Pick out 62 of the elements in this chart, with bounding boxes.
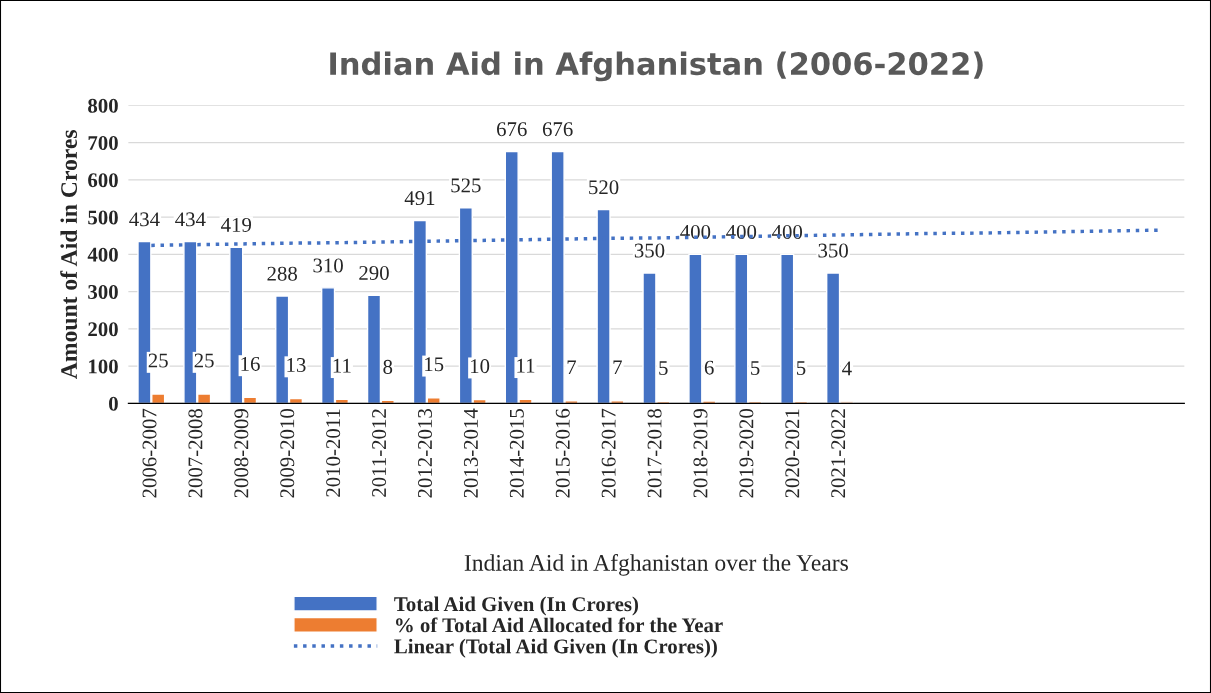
data-label: 676 — [497, 122, 527, 137]
data-label: 5 — [796, 361, 806, 376]
y-tick-label: 0 — [109, 396, 118, 411]
y-axis-title: Amount of Aid in Crores — [60, 130, 78, 379]
data-label: 6 — [704, 360, 714, 375]
data-label: 16 — [241, 356, 260, 371]
y-tick-label: 700 — [88, 135, 118, 151]
data-label: 350 — [634, 243, 665, 258]
data-label: 11 — [333, 358, 351, 373]
data-label: 288 — [267, 266, 297, 281]
y-tick-label: 100 — [89, 359, 118, 374]
x-tick-label: 2010-2011 — [326, 409, 341, 497]
x-tick-label: 2017-2018 — [647, 408, 662, 498]
y-tick-label: 400 — [87, 247, 118, 262]
x-tick-label: 2008-2009 — [234, 409, 249, 498]
x-tick-label: 2011-2012 — [372, 409, 387, 497]
data-label: 350 — [818, 243, 848, 258]
x-tick-label: 2020-2021 — [785, 409, 800, 498]
data-label: 676 — [542, 122, 573, 137]
y-tick-label: 500 — [88, 210, 118, 225]
data-label: 434 — [175, 212, 206, 227]
y-tick-label: 800 — [88, 98, 118, 113]
x-tick-label: 2009-2010 — [280, 408, 295, 498]
x-tick-label: 2018-2019 — [693, 409, 708, 498]
x-tick-label: 2016-2017 — [601, 408, 616, 498]
data-label: 310 — [313, 258, 343, 273]
data-label: 13 — [287, 358, 306, 373]
x-tick-label: 2007-2008 — [188, 408, 203, 498]
legend-label: Total Aid Given (In Crores) — [394, 596, 639, 616]
y-tick-label: 600 — [88, 173, 118, 188]
data-label: 11 — [517, 358, 535, 373]
data-label: 525 — [451, 178, 481, 193]
data-label: 8 — [383, 359, 393, 374]
data-label: 7 — [567, 360, 577, 375]
data-label: 400 — [772, 224, 803, 239]
x-tick-label: 2019-2020 — [739, 408, 754, 498]
legend-label: % of Total Aid Allocated for the Year — [396, 617, 723, 633]
x-tick-label: 2021-2022 — [831, 409, 846, 498]
data-label: 7 — [613, 360, 622, 375]
data-label: 419 — [221, 217, 252, 232]
x-tick-label: 2013-2014 — [463, 408, 478, 498]
x-tick-label: 2014-2015 — [509, 409, 524, 498]
data-label: 10 — [471, 359, 490, 374]
data-label: 520 — [589, 180, 619, 195]
x-tick-label: 2006-2007 — [142, 408, 157, 498]
y-tick-label: 200 — [88, 322, 118, 337]
data-label: 25 — [148, 353, 168, 368]
data-label: 290 — [359, 265, 389, 280]
data-label: 400 — [726, 224, 757, 239]
data-label: 434 — [129, 212, 160, 227]
data-label: 4 — [842, 361, 852, 376]
x-tick-label: 2012-2013 — [417, 409, 433, 498]
data-label: 25 — [194, 353, 214, 368]
data-label: 5 — [659, 361, 668, 376]
data-label: 15 — [425, 357, 444, 372]
y-tick-label: 300 — [88, 284, 118, 300]
data-label: 491 — [404, 191, 435, 206]
data-label: 5 — [751, 361, 760, 376]
x-axis-title: Indian Aid in Afghanistan over the Years — [464, 554, 848, 576]
x-tick-label: 2015-2016 — [555, 408, 570, 498]
legend-label: Linear (Total Aid Given (In Crores)) — [394, 638, 717, 658]
chart-title: Indian Aid in Afghanistan (2006-2022) — [330, 51, 983, 82]
